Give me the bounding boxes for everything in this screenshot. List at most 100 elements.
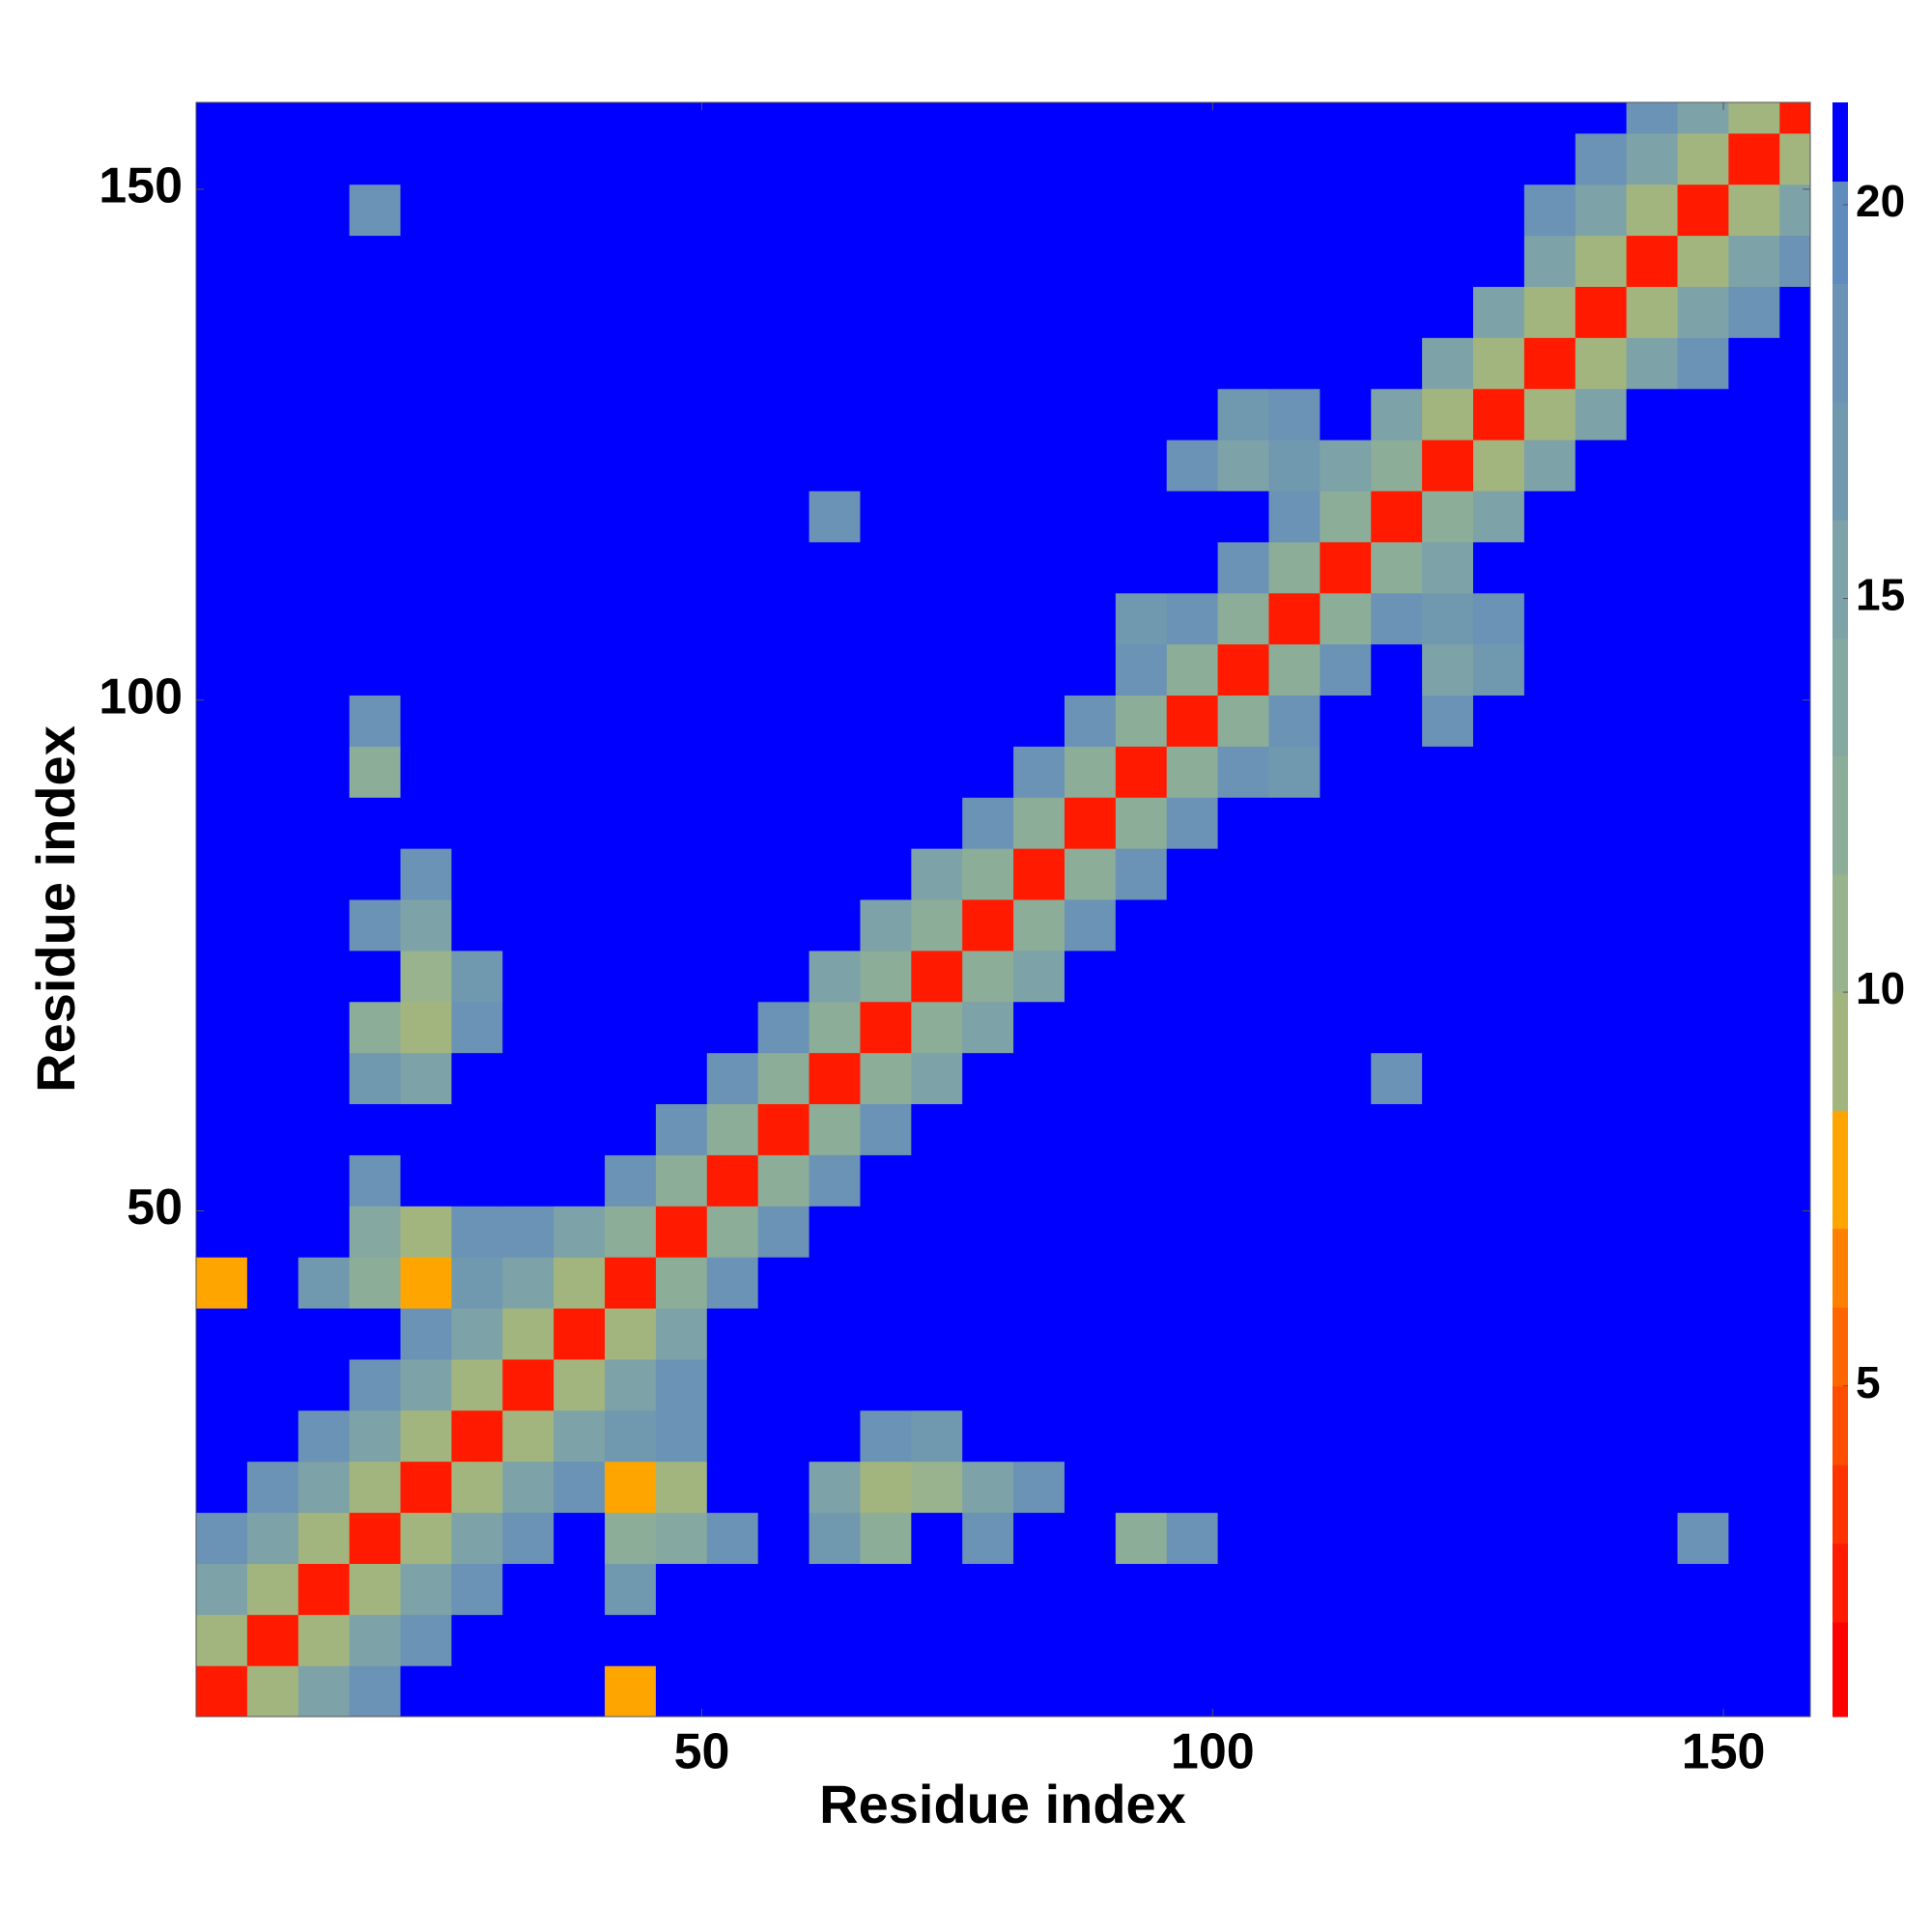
- heatmap-cell: [554, 132, 606, 185]
- heatmap-cell: [1575, 235, 1628, 287]
- heatmap-cell: [1268, 235, 1321, 287]
- heatmap-cell: [1217, 1665, 1270, 1717]
- heatmap-cell: [962, 695, 1014, 747]
- heatmap-cell: [1779, 1154, 1810, 1207]
- heatmap-cell: [706, 592, 759, 645]
- heatmap-cell: [502, 1409, 554, 1463]
- heatmap-cell: [451, 541, 503, 594]
- heatmap-cell: [400, 184, 452, 237]
- heatmap-cell: [1217, 950, 1270, 1003]
- heatmap-cell: [554, 898, 606, 952]
- heatmap-cell: [1320, 1307, 1372, 1360]
- heatmap-cell: [1575, 592, 1628, 645]
- heatmap-cell: [706, 184, 759, 237]
- heatmap-cell: [502, 1103, 554, 1155]
- heatmap-cell: [1013, 1563, 1065, 1615]
- heatmap-cell: [1115, 184, 1168, 237]
- heatmap-cell: [1217, 440, 1270, 492]
- heatmap-cell: [605, 848, 657, 900]
- heatmap-cell: [451, 1563, 503, 1615]
- heatmap-cell: [1217, 1052, 1270, 1105]
- heatmap-cell: [1013, 1409, 1065, 1463]
- heatmap-cell: [1268, 490, 1321, 543]
- heatmap-cell: [1064, 1665, 1117, 1717]
- heatmap-cell: [1422, 541, 1474, 594]
- heatmap-cell: [911, 1665, 963, 1717]
- heatmap-cell: [400, 797, 452, 849]
- heatmap-cell: [757, 797, 810, 849]
- heatmap-cell: [860, 592, 912, 645]
- heatmap-cell: [451, 1461, 503, 1514]
- heatmap-cell: [757, 1461, 810, 1514]
- heatmap-cell: [1472, 1409, 1525, 1463]
- heatmap-cell: [1779, 102, 1810, 134]
- heatmap-cell: [1064, 1614, 1117, 1666]
- heatmap-cell: [246, 1409, 299, 1463]
- heatmap-cell: [1728, 388, 1780, 440]
- heatmap-cell: [1626, 541, 1679, 594]
- heatmap-cell: [1677, 1154, 1729, 1207]
- heatmap-cell: [962, 1512, 1014, 1564]
- heatmap-cell: [809, 1461, 862, 1514]
- heatmap-cell: [605, 1257, 657, 1309]
- heatmap-cell: [502, 898, 554, 952]
- heatmap-cell: [706, 1307, 759, 1360]
- heatmap-cell: [1472, 1154, 1525, 1207]
- heatmap-cell: [860, 102, 912, 134]
- heatmap-cell: [911, 950, 963, 1003]
- heatmap-cell: [451, 1154, 503, 1207]
- heatmap-cell: [1013, 1461, 1065, 1514]
- heatmap-cell: [911, 102, 963, 134]
- heatmap-cell: [1268, 1614, 1321, 1666]
- heatmap-cell: [1166, 132, 1219, 185]
- heatmap-cell: [554, 102, 606, 134]
- heatmap-cell: [1779, 541, 1810, 594]
- heatmap-cell: [298, 541, 351, 594]
- heatmap-cell: [1217, 1614, 1270, 1666]
- heatmap-cell: [1677, 797, 1729, 849]
- heatmap-cell: [1166, 388, 1219, 440]
- heatmap-cell: [1064, 592, 1117, 645]
- heatmap-cell: [605, 286, 657, 338]
- heatmap-cell: [349, 848, 402, 900]
- heatmap-cell: [605, 1103, 657, 1155]
- heatmap-cell: [451, 286, 503, 338]
- heatmap-cell: [757, 1512, 810, 1564]
- heatmap-cell: [349, 1614, 402, 1666]
- y-axis-title: Residue index: [25, 725, 86, 1093]
- heatmap-cell: [1626, 898, 1679, 952]
- heatmap-cell: [451, 1206, 503, 1258]
- heatmap-cell: [860, 1461, 912, 1514]
- heatmap-cell: [196, 184, 248, 237]
- heatmap-cell: [706, 1409, 759, 1463]
- heatmap-cell: [502, 746, 554, 798]
- heatmap-cell: [706, 848, 759, 900]
- heatmap-cell: [349, 1257, 402, 1309]
- heatmap-cell: [1575, 1409, 1628, 1463]
- colorbar-segment: [1833, 1543, 1848, 1623]
- heatmap-cell: [1422, 1409, 1474, 1463]
- heatmap-cell: [1115, 643, 1168, 696]
- heatmap-cell: [655, 950, 708, 1003]
- heatmap-cell: [1166, 797, 1219, 849]
- heatmap-cell: [706, 1563, 759, 1615]
- heatmap-cell: [1115, 898, 1168, 952]
- heatmap-cell: [246, 1665, 299, 1717]
- heatmap-cell: [1728, 1103, 1780, 1155]
- heatmap-cell: [655, 1512, 708, 1564]
- heatmap-cell: [757, 1614, 810, 1666]
- heatmap-cell: [502, 388, 554, 440]
- heatmap-cell: [196, 1154, 248, 1207]
- heatmap-cell: [962, 235, 1014, 287]
- heatmap-cell: [962, 440, 1014, 492]
- heatmap-cell: [196, 848, 248, 900]
- heatmap-cell: [196, 1665, 248, 1717]
- heatmap-cell: [1320, 102, 1372, 134]
- heatmap-cell: [1779, 132, 1810, 185]
- heatmap-cell: [1728, 848, 1780, 900]
- heatmap-cell: [962, 1052, 1014, 1105]
- heatmap-cell: [706, 1461, 759, 1514]
- heatmap-cell: [1422, 950, 1474, 1003]
- heatmap-cell: [451, 184, 503, 237]
- heatmap-cell: [1523, 541, 1577, 594]
